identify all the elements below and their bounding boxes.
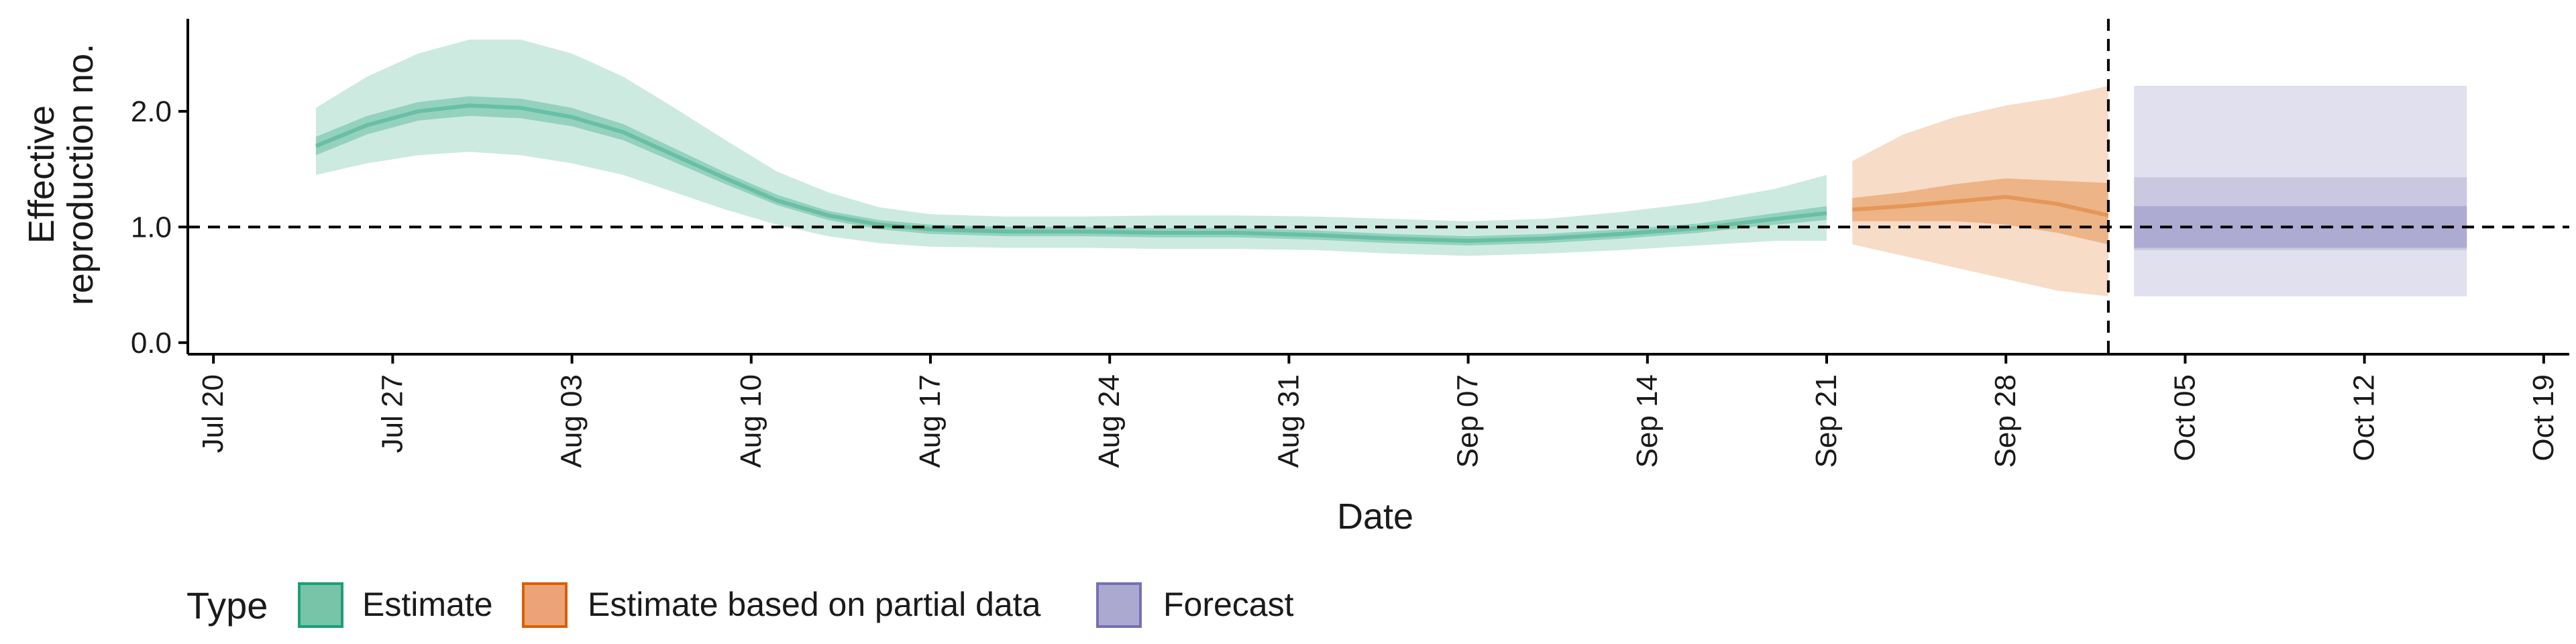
x-tick-label: Jul 20 — [197, 374, 229, 453]
x-tick-label: Oct 12 — [2348, 374, 2381, 462]
legend-key-estimate — [298, 582, 343, 628]
x-tick-label: Aug 17 — [914, 374, 947, 468]
legend-label-partial: Estimate based on partial data — [588, 586, 1041, 623]
legend-label-estimate: Estimate — [362, 586, 493, 623]
x-tick-label: Sep 21 — [1810, 374, 1843, 468]
x-tick-label: Aug 24 — [1093, 374, 1126, 468]
x-axis-title: Date — [1337, 496, 1413, 537]
x-tick-label: Jul 27 — [376, 374, 409, 453]
legend-key-forecast — [1096, 582, 1142, 628]
axes: 0.0 1.0 2.0 Jul 20 Jul 27 Aug 03 Aug 10 Aug 17 A… — [131, 19, 2569, 468]
x-tick-label: Aug 10 — [735, 374, 767, 468]
legend-key-partial — [522, 582, 568, 628]
estimate-90-band — [315, 40, 1827, 256]
x-tick-label: Sep 07 — [1452, 374, 1485, 468]
x-tick-label: Oct 05 — [2168, 374, 2201, 462]
y-tick-label: 0.0 — [131, 327, 172, 360]
legend: Type Estimate Estimate based on partial … — [186, 582, 1294, 628]
estimate-50-band — [315, 96, 1827, 246]
reference-lines — [188, 19, 2569, 354]
y-axis-title-line-2: reproduction no. — [60, 44, 101, 305]
x-tick-label: Sep 14 — [1631, 374, 1664, 468]
partial-90-band — [1852, 86, 2108, 297]
forecast-50-band — [2134, 206, 2467, 248]
y-tick-label: 2.0 — [131, 95, 172, 128]
y-tick-label: 1.0 — [131, 211, 172, 244]
forecast-outer-band — [2134, 86, 2467, 297]
x-tick-label: Aug 31 — [1272, 374, 1305, 468]
y-axis-title-line-1: Effective — [21, 105, 62, 244]
x-tick-label: Sep 28 — [1989, 374, 2022, 468]
x-tick-label: Aug 03 — [555, 374, 588, 468]
legend-title: Type — [186, 584, 268, 627]
legend-label-forecast: Forecast — [1163, 586, 1294, 623]
plot-area — [315, 40, 2467, 297]
partial-median-line — [1851, 195, 2109, 218]
x-tick-label: Oct 19 — [2527, 374, 2560, 462]
y-axis-title: Effective reproduction no. — [21, 44, 101, 305]
forecast-90-band — [2134, 177, 2467, 250]
estimate-median-line — [315, 103, 1827, 244]
